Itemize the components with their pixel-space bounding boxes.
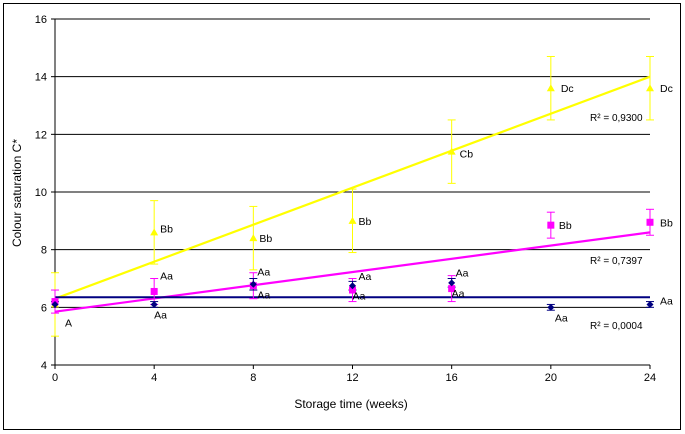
- r2-labels: R² = 0,9300 R² = 0,7397 R² = 0,0004: [590, 113, 643, 332]
- point-label-s1-0: A: [65, 317, 72, 329]
- point-s2-4: [448, 285, 456, 293]
- point-s1-6: [646, 84, 654, 92]
- point-label-s3-1: Aa: [154, 309, 167, 321]
- x-tick-label-20: 20: [545, 372, 557, 384]
- trendline-series-1: [54, 75, 651, 300]
- point-label-s3-3: Aa: [353, 291, 366, 303]
- point-label-s2-2: Aa: [257, 267, 270, 279]
- gridlines: [55, 18, 650, 308]
- point-label-s2-1: Aa: [160, 270, 173, 282]
- r2-label-series-3: R² = 0,0004: [590, 321, 643, 332]
- point-s3-0: [51, 300, 59, 308]
- point-label-s3-5: Aa: [555, 312, 568, 324]
- x-axis-title: Storage time (weeks): [294, 397, 407, 411]
- point-s1-1: [150, 228, 159, 236]
- x-tick-label-16: 16: [446, 372, 458, 384]
- x-tick-label-12: 12: [346, 372, 358, 384]
- x-tick-label-8: 8: [250, 372, 256, 384]
- y-tick-label-14: 14: [35, 72, 47, 84]
- point-label-s1-3: Bb: [359, 216, 372, 228]
- x-tick-label-0: 0: [52, 372, 58, 384]
- point-s1-2: [249, 234, 258, 242]
- point-s2-5: [547, 221, 555, 229]
- point-s3-2: [249, 280, 257, 288]
- point-label-s2-4: Aa: [456, 268, 469, 280]
- point-label-s2-3: Aa: [359, 271, 372, 283]
- point-s1-5: [546, 84, 555, 92]
- y-tick-label-16: 16: [35, 14, 47, 26]
- point-s3-6: [646, 300, 654, 308]
- x-tick-label-24: 24: [644, 372, 656, 384]
- point-label-s1-2: Bb: [259, 233, 272, 245]
- point-label-s3-4: Aa: [452, 288, 465, 300]
- y-tick-label-12: 12: [35, 129, 47, 141]
- point-s2-6: [646, 218, 654, 226]
- point-label-s3-6: Aa: [660, 295, 673, 307]
- y-axis-title: Colour saturation C*: [10, 139, 24, 247]
- y-tick-label-6: 6: [41, 302, 47, 314]
- y-tick-label-8: 8: [41, 245, 47, 257]
- r2-label-series-2: R² = 0,7397: [590, 256, 643, 267]
- y-tick-label-4: 4: [41, 360, 47, 372]
- point-s3-1: [150, 300, 158, 308]
- point-labels: A Bb Bb Bb Cb Dc Dc Aa Aa Aa Aa Bb Bb Aa Aa Aa Aa Aa Aa: [65, 83, 673, 329]
- point-label-s1-4: Cb: [460, 149, 474, 161]
- point-label-s1-1: Bb: [160, 223, 173, 235]
- point-s1-3: [348, 216, 357, 224]
- r2-label-series-1: R² = 0,9300: [590, 113, 643, 124]
- point-s1-4: [447, 147, 456, 155]
- y-tick-label-10: 10: [35, 187, 47, 199]
- point-label-s2-6: Bb: [660, 217, 673, 229]
- point-s2-3: [349, 286, 356, 294]
- point-label-s1-6: Dc: [660, 83, 673, 95]
- data-points: [51, 84, 654, 311]
- point-label-s3-2: Aa: [257, 289, 270, 301]
- chart-frame: [3, 3, 681, 430]
- point-label-s1-5: Dc: [561, 83, 574, 95]
- point-s2-1: [150, 287, 158, 295]
- point-s3-4: [448, 279, 456, 287]
- point-label-s2-5: Bb: [559, 220, 572, 232]
- point-s3-5: [547, 303, 555, 311]
- x-tick-label-4: 4: [151, 372, 157, 384]
- point-s3-3: [349, 282, 356, 290]
